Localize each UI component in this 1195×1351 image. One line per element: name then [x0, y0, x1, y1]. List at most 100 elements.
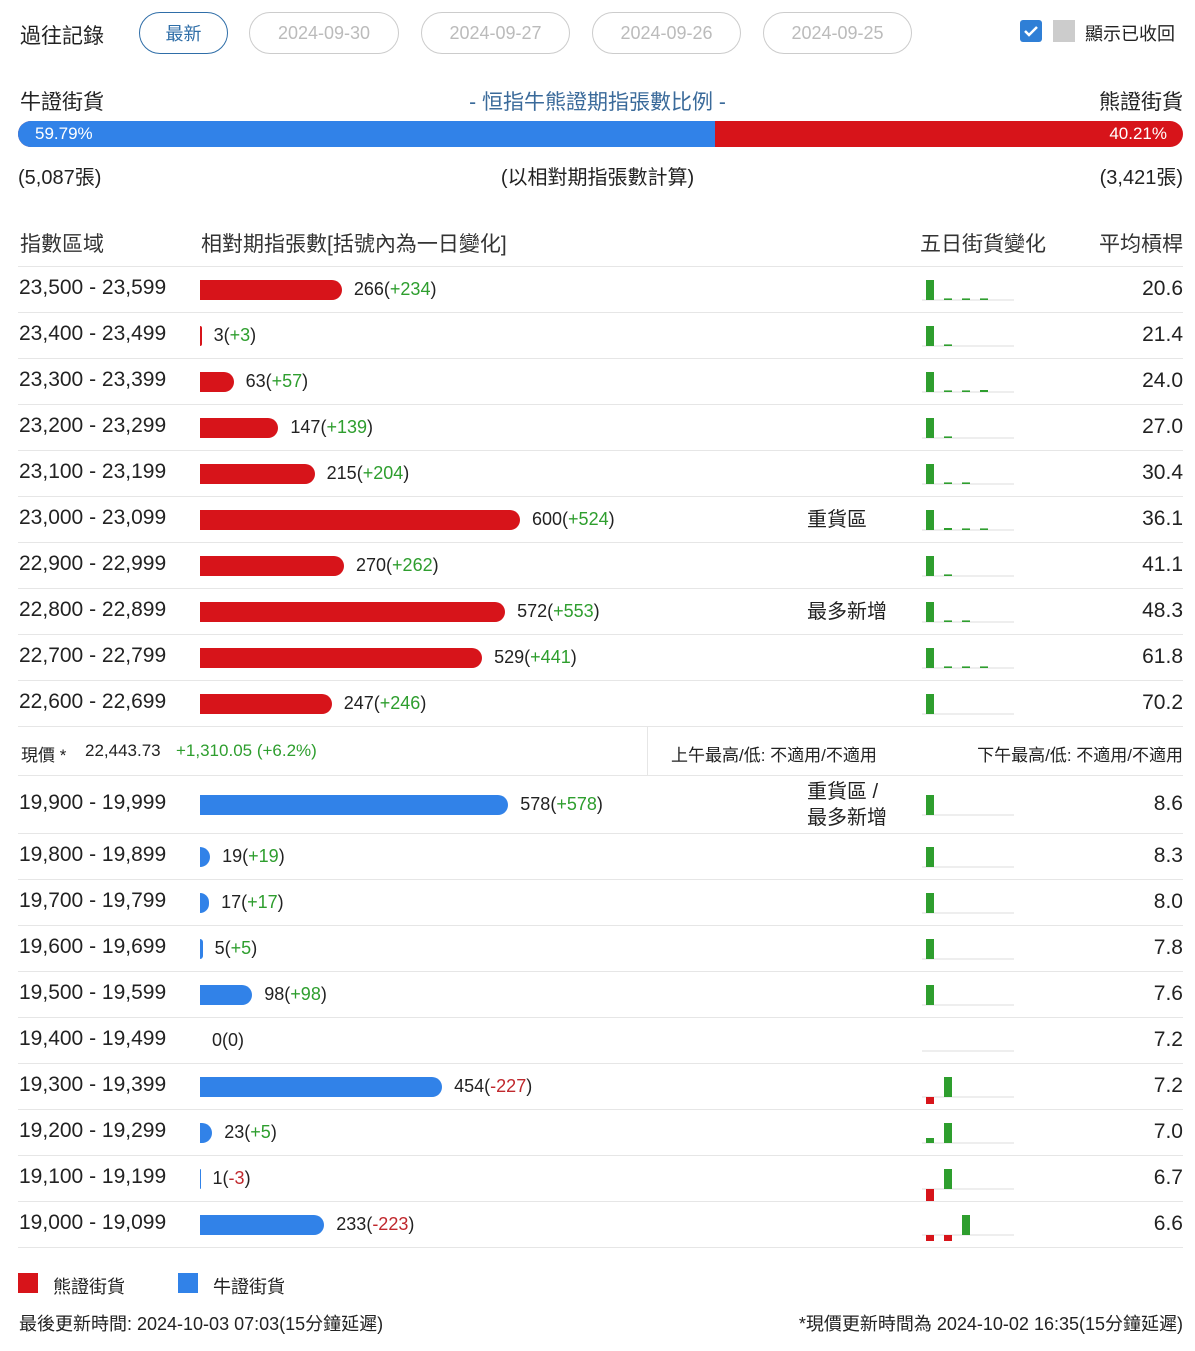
- count-value: 270: [356, 555, 387, 575]
- count-bar: [200, 326, 202, 346]
- five-day-chart: [922, 602, 1014, 623]
- range-label: 22,700 - 22,799: [19, 644, 167, 667]
- change-value: -223: [366, 1214, 414, 1234]
- tab[interactable]: 最新: [139, 12, 228, 54]
- count-value: 63: [245, 371, 266, 391]
- count-label: 17+17: [221, 892, 284, 913]
- spark-bar: [944, 344, 952, 346]
- range-row: 19,000 - 19,099 233-223 6.6: [18, 1202, 1183, 1248]
- count-value: 0: [212, 1030, 223, 1050]
- leverage: 8.3: [1153, 844, 1183, 867]
- current-label: 現價 *: [21, 746, 67, 765]
- count-value: 23: [224, 1122, 245, 1142]
- spark-bar: [926, 1235, 934, 1241]
- range-row: 23,100 - 23,199 215+204 30.4: [18, 451, 1183, 497]
- range-label: 22,900 - 22,999: [19, 552, 167, 575]
- range-label: 23,300 - 23,399: [19, 368, 167, 391]
- count-bar: [200, 985, 253, 1005]
- tab[interactable]: 2024-09-26: [592, 12, 741, 54]
- five-day-chart: [922, 1215, 1014, 1241]
- spark-bar: [962, 482, 970, 484]
- spark-bar: [962, 1215, 970, 1235]
- spark-bar: [944, 390, 952, 392]
- spark-bar: [926, 418, 934, 438]
- leverage: 48.3: [1142, 599, 1183, 622]
- spark-bar: [980, 298, 988, 300]
- range-row: 19,900 - 19,999 578+578 重貨區 / 最多新增 8.6: [18, 776, 1183, 834]
- count-bar: [200, 694, 332, 714]
- tab[interactable]: 2024-09-25: [763, 12, 912, 54]
- tab[interactable]: 2024-09-30: [249, 12, 399, 54]
- check-icon: [1024, 26, 1038, 37]
- count-label: 215+204: [327, 463, 410, 484]
- count-label: 98+98: [264, 984, 327, 1005]
- range-label: 19,500 - 19,599: [19, 981, 167, 1004]
- count-value: 266: [353, 279, 384, 299]
- change-value: +246: [374, 693, 427, 713]
- toggle-box[interactable]: [1053, 20, 1075, 42]
- spark-bar: [926, 280, 934, 300]
- change-value: +441: [524, 647, 577, 667]
- count-value: 247: [343, 693, 374, 713]
- count-value: 3: [213, 325, 224, 345]
- change-value: +204: [357, 463, 410, 483]
- spark-bar: [980, 390, 988, 392]
- range-row: 19,400 - 19,499 00 7.2: [18, 1018, 1183, 1064]
- count-label: 00: [212, 1030, 244, 1051]
- count-label: 5+5: [215, 938, 258, 959]
- five-day-chart: [922, 1050, 1014, 1052]
- range-label: 19,000 - 19,099: [19, 1211, 167, 1234]
- five-day-chart: [922, 464, 1014, 485]
- ratio-note: (以相對期指張數計算): [500, 167, 695, 189]
- five-day-chart: [922, 795, 1014, 816]
- five-day-chart: [922, 280, 1014, 301]
- change-value: +98: [284, 984, 327, 1004]
- count-label: 3+3: [214, 325, 257, 346]
- leverage: 6.7: [1153, 1166, 1183, 1189]
- leverage: 70.2: [1142, 691, 1183, 714]
- leverage: 61.8: [1142, 645, 1183, 668]
- spark-bar: [962, 620, 970, 622]
- checkbox[interactable]: [1020, 20, 1042, 42]
- five-day-chart: [922, 372, 1014, 393]
- leverage: 36.1: [1142, 507, 1183, 530]
- change-value: +5: [225, 938, 258, 958]
- leverage: 7.0: [1153, 1120, 1183, 1143]
- change-value: +17: [241, 892, 284, 912]
- spark-bar: [926, 1189, 934, 1201]
- change-value: +234: [384, 279, 437, 299]
- column-header: 相對期指張數[括號內為一日變化]: [201, 233, 507, 256]
- count-label: 454-227: [454, 1076, 532, 1097]
- am-range: 上午最高/低: 不適用/不適用: [671, 746, 877, 765]
- range-label: 23,200 - 23,299: [19, 414, 167, 437]
- bear-label: 熊證街貨: [1099, 91, 1183, 114]
- count-label: 233-223: [336, 1214, 414, 1235]
- five-day-chart: [922, 939, 1014, 960]
- count-bar: [200, 556, 344, 576]
- tab[interactable]: 2024-09-27: [421, 12, 570, 54]
- spark-bar: [926, 510, 934, 530]
- legend-swatch: [18, 1273, 38, 1293]
- count-label: 147+139: [290, 417, 373, 438]
- range-row: 22,700 - 22,799 529+441 61.8: [18, 635, 1183, 681]
- count-bar: [200, 939, 203, 959]
- spark-bar: [962, 390, 970, 392]
- change-value: +578: [550, 794, 603, 814]
- count-label: 270+262: [356, 555, 439, 576]
- bear-pct: 40.21%: [1109, 124, 1167, 143]
- range-label: 23,400 - 23,499: [19, 322, 167, 345]
- five-day-chart: [922, 418, 1014, 439]
- leverage: 7.6: [1153, 982, 1183, 1005]
- range-label: 19,400 - 19,499: [19, 1027, 167, 1050]
- range-label: 23,500 - 23,599: [19, 276, 167, 299]
- count-bar: [200, 280, 342, 300]
- count-value: 572: [517, 601, 548, 621]
- leverage: 30.4: [1142, 461, 1183, 484]
- change-value: +139: [320, 417, 373, 437]
- spark-bar: [944, 482, 952, 484]
- count-bar: [200, 893, 210, 913]
- five-day-chart: [922, 326, 1014, 347]
- history-title: 過往記錄: [20, 25, 104, 48]
- five-day-chart: [922, 893, 1014, 914]
